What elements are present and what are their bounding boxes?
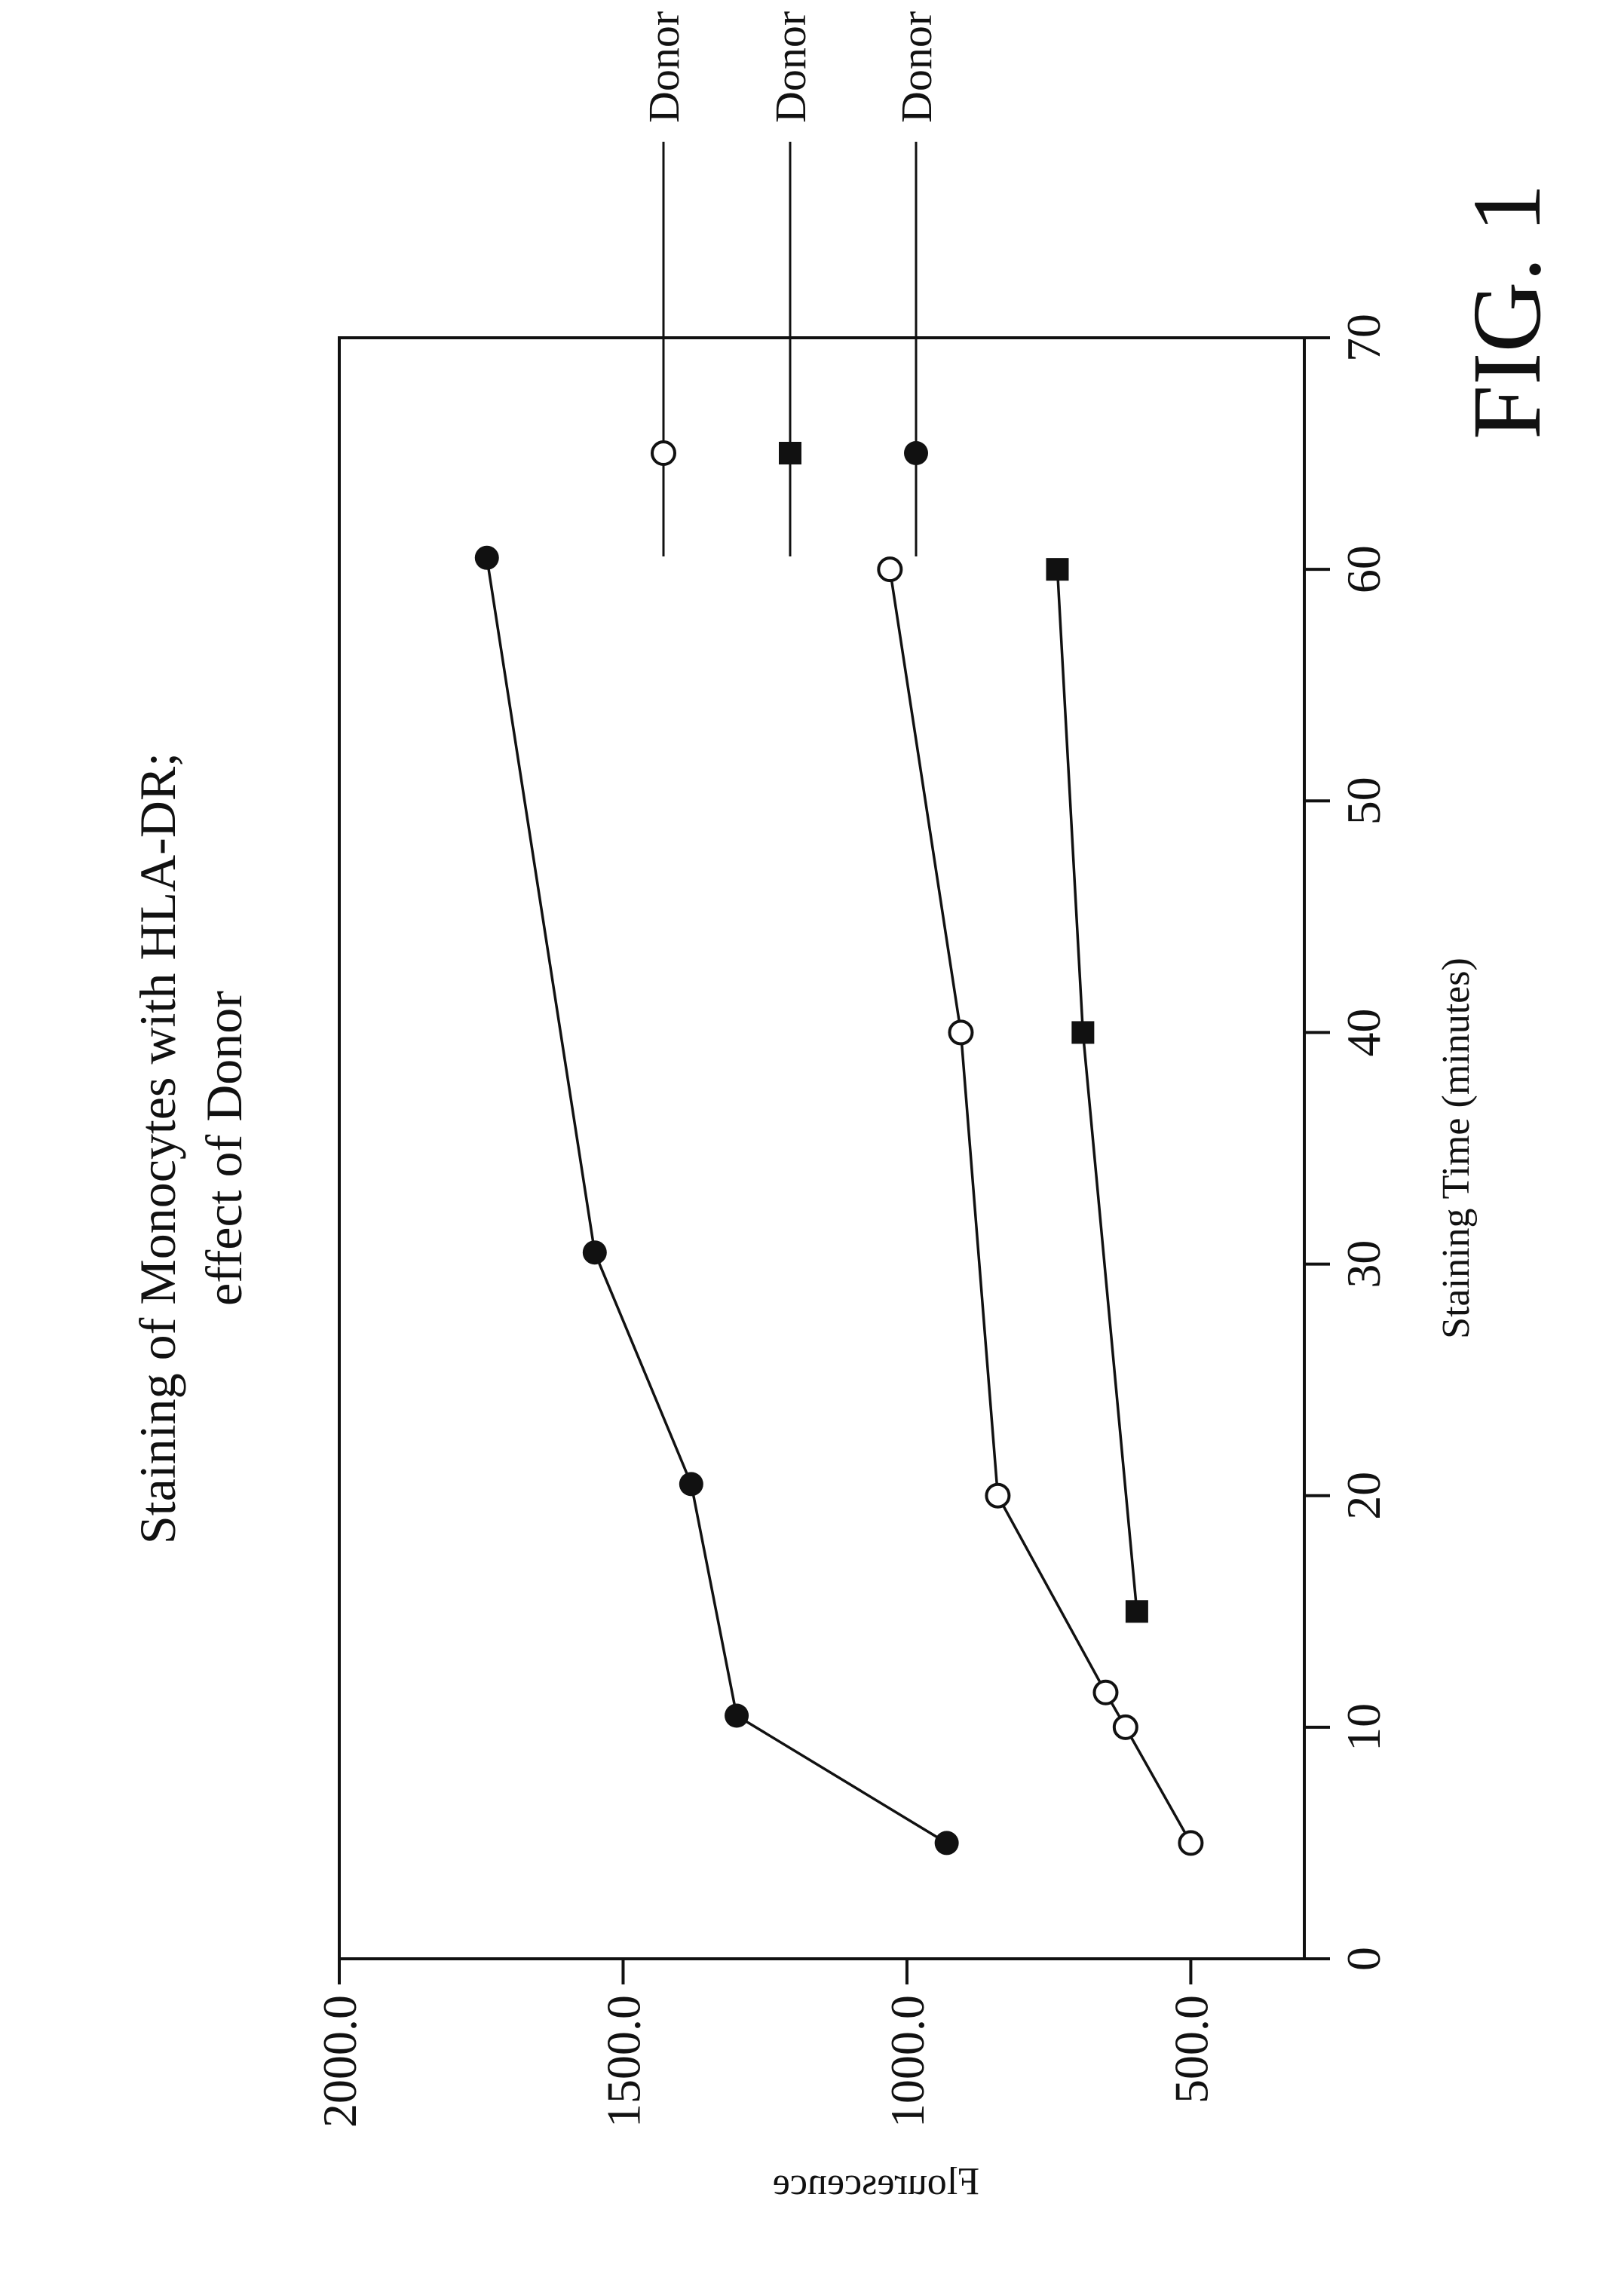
legend-entry: Donor #160	[639, 0, 688, 556]
series-layer	[474, 545, 1204, 1856]
data-point	[985, 1482, 1011, 1509]
y-axis-label: Flourescence	[773, 2160, 979, 2203]
series-2	[1046, 558, 1148, 1623]
series-line	[888, 568, 1192, 1844]
x-axis-label: Staining Time (minutes)	[1435, 958, 1478, 1339]
legend-label: Donor #325	[892, 0, 941, 123]
x-tick-label: 20	[1337, 1472, 1390, 1520]
x-axis-ticks: 0 10 20 30 40 50 60 70	[1304, 314, 1390, 1971]
data-point	[1178, 1830, 1204, 1856]
data-point	[934, 1831, 959, 1856]
y-tick-label: 500.0	[1164, 1995, 1218, 2104]
x-tick-label: 70	[1337, 314, 1390, 362]
legend-label: Donor #160	[639, 0, 688, 123]
y-tick-label: 1000.0	[881, 1995, 934, 2128]
data-point	[877, 556, 903, 583]
series-3	[474, 545, 959, 1856]
chart-title-line-2: effect of Donor	[195, 991, 253, 1306]
legend-entry: Donor #325	[892, 0, 941, 556]
legend-marker	[779, 442, 801, 464]
data-point	[1112, 1714, 1138, 1740]
x-tick-label: 10	[1337, 1703, 1390, 1751]
series-line	[486, 557, 948, 1844]
series-1	[877, 556, 1204, 1856]
x-tick-label: 40	[1337, 1008, 1390, 1056]
legend-marker	[904, 441, 928, 465]
series-line	[1056, 569, 1138, 1612]
data-point	[1046, 558, 1069, 581]
y-tick-label: 1500.0	[596, 1995, 650, 2128]
y-axis-ticks: 500.0 1000.0 1500.0 2000.0	[313, 1959, 1218, 2128]
data-point	[1125, 1600, 1148, 1623]
data-point	[474, 545, 499, 570]
data-point	[725, 1703, 749, 1728]
x-tick-label: 30	[1337, 1240, 1390, 1289]
chart-title-line-1: Staining of Monocytes with HLA-DR;	[129, 752, 186, 1544]
data-point	[1092, 1679, 1119, 1705]
y-tick-label: 2000.0	[313, 1995, 366, 2128]
x-tick-label: 0	[1337, 1947, 1390, 1971]
x-tick-label: 50	[1337, 777, 1390, 825]
data-point	[679, 1472, 703, 1497]
data-point	[582, 1240, 607, 1265]
legend: Donor #160 Donor #790 Donor #325	[639, 0, 941, 556]
legend-marker	[651, 440, 676, 466]
data-point	[1071, 1021, 1095, 1044]
legend-label: Donor #790	[766, 0, 815, 123]
x-tick-label: 60	[1337, 545, 1390, 593]
legend-entry: Donor #790	[766, 0, 815, 556]
data-point	[948, 1019, 974, 1046]
figure-label: FIG. 1	[1453, 184, 1561, 440]
plot-frame	[338, 336, 1306, 1960]
